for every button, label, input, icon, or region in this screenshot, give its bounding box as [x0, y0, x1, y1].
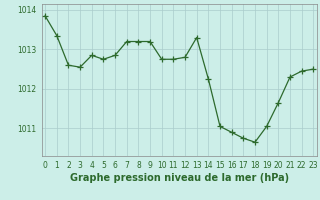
X-axis label: Graphe pression niveau de la mer (hPa): Graphe pression niveau de la mer (hPa) — [70, 173, 289, 183]
